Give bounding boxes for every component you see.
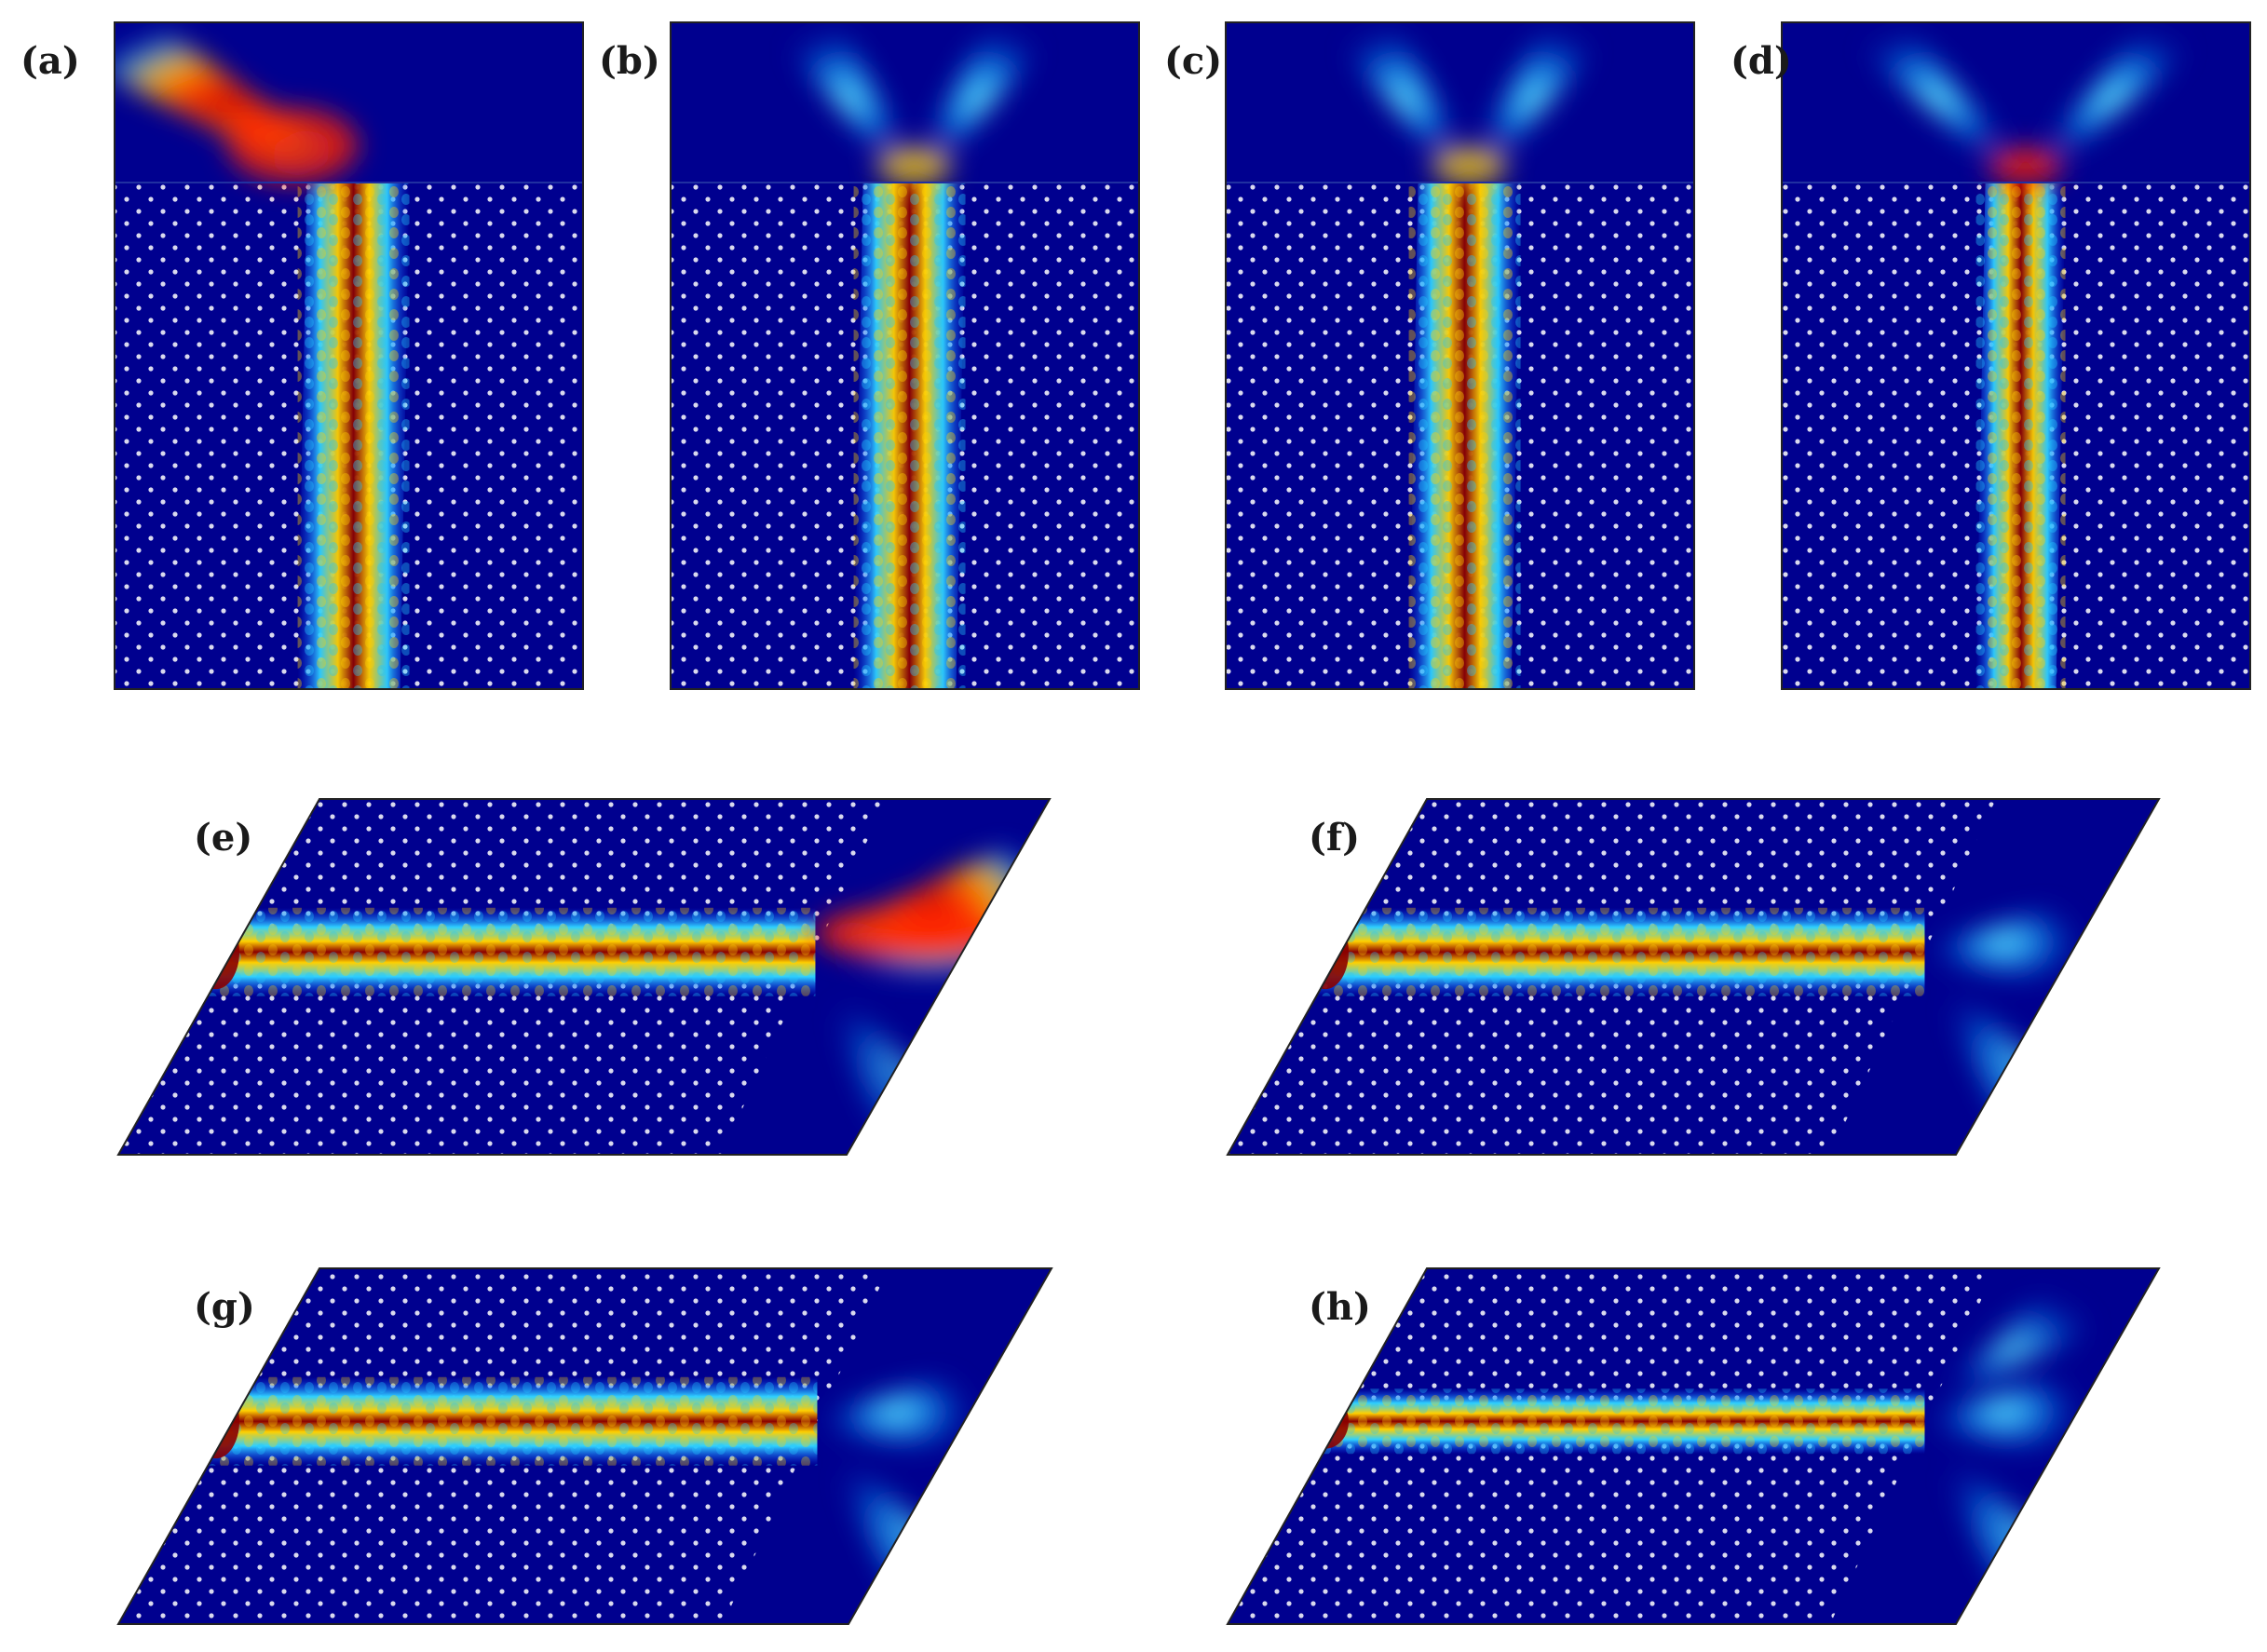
radiated-beams [1320, 22, 1619, 184]
guided-beam [297, 183, 410, 689]
bottom-panels [116, 798, 2161, 1625]
panel-border [1781, 21, 2251, 690]
panel-border [1225, 21, 1695, 690]
panel-label-e: (e) [194, 816, 253, 860]
panel-c [1226, 22, 1694, 689]
panel-d [1782, 22, 2250, 689]
panel-e [118, 799, 1050, 1155]
radiated-beams [115, 22, 377, 183]
guided-beam [193, 907, 816, 996]
panel-label-h: (h) [1309, 1285, 1371, 1329]
guided-beam [1975, 183, 2066, 689]
panel-label-c: (c) [1164, 39, 1223, 83]
panel-border [670, 21, 1140, 690]
panel-label-d: (d) [1731, 39, 1792, 83]
top-panels [114, 21, 2251, 690]
guided-beam [1408, 183, 1521, 689]
guided-beam [1302, 907, 1925, 996]
panel-border [116, 1267, 1053, 1625]
panel-label-a: (a) [20, 39, 80, 83]
panel-h [1228, 1268, 2159, 1624]
panel-border [114, 21, 584, 690]
panel-label-f: (f) [1309, 816, 1361, 860]
guided-beam [1302, 1388, 1925, 1455]
guided-beam [193, 1376, 818, 1466]
panel-a [115, 22, 583, 689]
radiated-beams [1829, 22, 2221, 184]
panel-border [1226, 1267, 2161, 1625]
panel-label-b: (b) [599, 39, 660, 83]
radiated-beams [765, 22, 1064, 184]
guided-beam [853, 183, 966, 689]
panel-b [671, 22, 1139, 689]
panel-border [1226, 798, 2161, 1156]
panel-f [1228, 799, 2159, 1155]
panel-g [118, 1268, 1052, 1624]
panel-label-g: (g) [194, 1285, 255, 1329]
panel-border [116, 798, 1052, 1156]
